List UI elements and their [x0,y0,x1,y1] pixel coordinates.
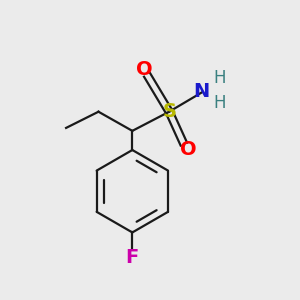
Text: O: O [136,59,152,79]
Text: N: N [194,82,210,100]
Text: O: O [180,140,196,160]
Text: H: H [213,69,225,87]
Text: F: F [126,248,139,267]
Text: S: S [162,102,176,121]
Text: H: H [213,94,225,112]
